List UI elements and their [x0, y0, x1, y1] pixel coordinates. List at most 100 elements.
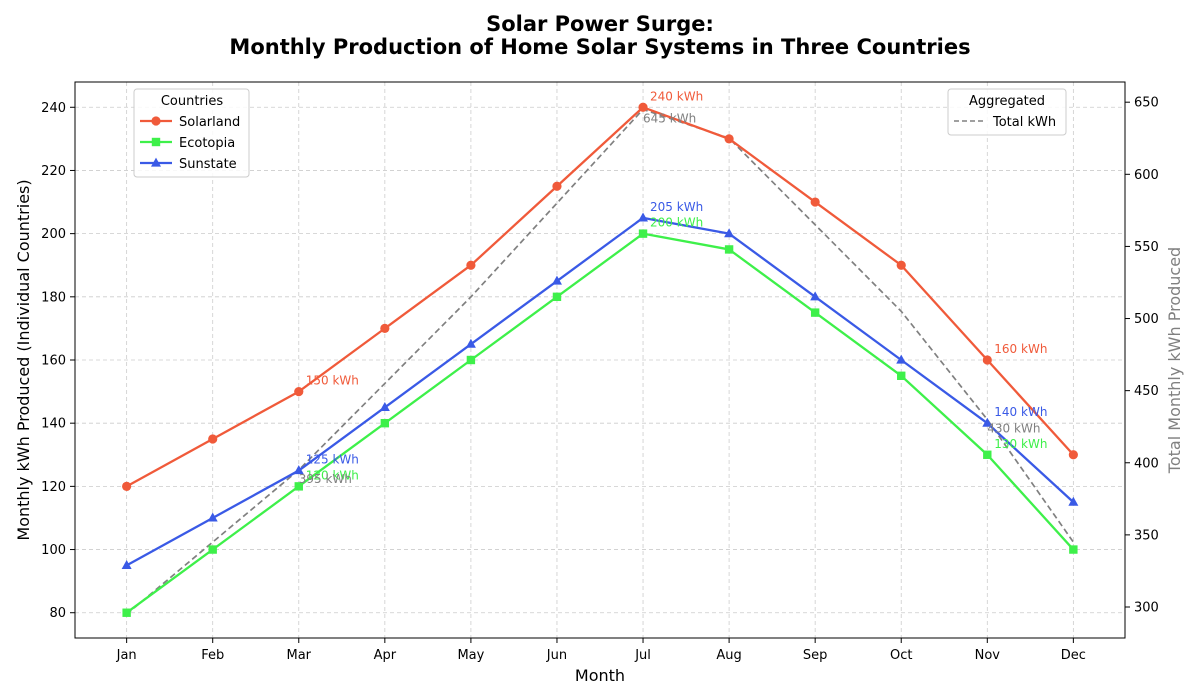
- x-tick-label-apr: Apr: [374, 648, 397, 663]
- data-point-solarland-may: [466, 260, 476, 270]
- data-point-solarland-jun: [552, 181, 562, 191]
- data-point-ecotopia-jun: [552, 292, 562, 302]
- data-point-solarland-feb: [208, 434, 218, 444]
- y-tick-label-140: 140: [41, 417, 66, 432]
- data-point-sunstate-nov: [982, 417, 993, 427]
- data-point-sunstate-may: [465, 338, 476, 348]
- annotation-total-kwh-mar: 395 kWh: [299, 472, 352, 486]
- data-point-solarland-mar: [294, 386, 304, 397]
- y-tick-label-100: 100: [41, 543, 66, 558]
- series-solarland: [122, 102, 1078, 491]
- x-tick-label-jun: Jun: [546, 648, 567, 663]
- data-point-sunstate-dec: [1068, 496, 1079, 506]
- y-axis-label: Monthly kWh Produced (Individual Countri…: [14, 179, 33, 540]
- legend-countries-title: Countries: [161, 94, 224, 109]
- data-point-ecotopia-may: [466, 355, 476, 365]
- data-point-sunstate-apr: [379, 401, 390, 411]
- annotation-solarland-nov: 160 kWh: [994, 342, 1047, 356]
- legend-marker-solarland: [151, 116, 161, 126]
- data-point-sunstate-sep: [810, 291, 821, 301]
- x-tick-label-may: May: [457, 648, 484, 663]
- y2-tick-label-600: 600: [1134, 168, 1159, 183]
- y-tick-label-180: 180: [41, 290, 66, 305]
- chart-title-line2: Monthly Production of Home Solar Systems…: [229, 35, 970, 59]
- y2-axis-ticks: 300 350 400 450 500 550 600 650: [1125, 96, 1159, 615]
- legend-aggregated-title: Aggregated: [969, 94, 1045, 109]
- y-tick-label-80: 80: [49, 606, 66, 621]
- data-point-solarland-apr: [380, 323, 390, 334]
- data-point-ecotopia-apr: [380, 418, 390, 428]
- annotation-ecotopia-jul: 200 kWh: [650, 216, 703, 230]
- y2-axis-label: Total Monthly kWh Produced: [1165, 247, 1184, 474]
- legend-marker-sunstate: [151, 157, 161, 167]
- x-tick-label-nov: Nov: [975, 648, 1001, 663]
- data-point-ecotopia-jan: [122, 608, 131, 617]
- series-line-solarland: [126, 106, 1075, 488]
- legend-label-sunstate: Sunstate: [179, 157, 237, 172]
- x-axis-ticks: Jan Feb Mar Apr May Jun Jul Aug Sep Oct Nov Dec: [116, 638, 1086, 663]
- annotation-solarland-mar: 150 kWh: [306, 374, 359, 388]
- y-axis-ticks: 80 100 120 140 160 180 200 220 240: [41, 101, 75, 621]
- y2-tick-label-550: 550: [1134, 240, 1159, 255]
- data-point-sunstate-mar: [293, 465, 304, 475]
- data-point-solarland-jan: [122, 481, 132, 491]
- data-point-solarland-aug: [724, 134, 734, 144]
- x-tick-label-aug: Aug: [716, 648, 741, 663]
- data-point-solarland-nov: [982, 355, 992, 365]
- x-axis-label: Month: [575, 666, 625, 685]
- x-tick-label-dec: Dec: [1061, 648, 1086, 663]
- series-ecotopia: [122, 229, 1078, 617]
- data-point-solarland-oct: [896, 260, 906, 270]
- x-tick-label-mar: Mar: [287, 648, 312, 663]
- data-point-sunstate-feb: [207, 512, 218, 522]
- series-sunstate: [121, 212, 1079, 569]
- chart-title-line1: Solar Power Surge:: [486, 12, 714, 36]
- y2-tick-label-300: 300: [1134, 600, 1159, 615]
- annotation-total-kwh-nov: 430 kWh: [987, 421, 1040, 435]
- annotation-ecotopia-mar: 120 kWh: [306, 468, 359, 482]
- series-line-total-kwh: [126, 108, 1075, 615]
- y-tick-label-160: 160: [41, 354, 66, 369]
- y2-tick-label-400: 400: [1134, 456, 1159, 471]
- data-point-sunstate-jun: [551, 275, 562, 285]
- data-point-solarland-dec: [1068, 450, 1078, 460]
- y2-tick-label-350: 350: [1134, 528, 1159, 543]
- grid-lines: [75, 82, 1125, 638]
- total-series-layer: [126, 108, 1075, 615]
- x-tick-label-jul: Jul: [634, 648, 651, 663]
- annotation-sunstate-nov: 140 kWh: [994, 405, 1047, 419]
- legend-label-ecotopia: Ecotopia: [179, 136, 235, 151]
- legend-countries-entries: Solarland Ecotopia Sunstate: [140, 115, 240, 172]
- y-tick-label-200: 200: [41, 227, 66, 242]
- data-point-sunstate-oct: [896, 354, 907, 364]
- y2-tick-label-650: 650: [1134, 96, 1159, 111]
- data-point-solarland-sep: [810, 197, 820, 207]
- annotation-ecotopia-nov: 130 kWh: [994, 437, 1047, 451]
- data-point-ecotopia-feb: [208, 545, 217, 554]
- annotation-sunstate-mar: 125 kWh: [306, 453, 359, 467]
- data-point-ecotopia-nov: [983, 450, 992, 459]
- y-tick-label-220: 220: [41, 164, 66, 179]
- series-line-sunstate: [126, 216, 1075, 567]
- annotation-solarland-jul: 240 kWh: [650, 89, 703, 103]
- legend-label-solarland: Solarland: [179, 115, 240, 130]
- series-layer: [121, 102, 1079, 617]
- x-tick-label-oct: Oct: [890, 648, 912, 663]
- y2-tick-label-450: 450: [1134, 384, 1159, 399]
- data-point-sunstate-jan: [121, 559, 132, 569]
- data-point-ecotopia-aug: [724, 245, 734, 254]
- y-tick-label-120: 120: [41, 480, 66, 495]
- legend-total-label: Total kWh: [992, 115, 1056, 130]
- annotation-total-kwh-jul: 645 kWh: [643, 111, 696, 125]
- data-point-solarland-jul: [638, 102, 648, 112]
- series-line-ecotopia: [125, 232, 1075, 614]
- annotation-layer: 150 kWh 240 kWh 160 kWh 120 kWh 200 kWh 130 k…: [299, 89, 1048, 486]
- legend-aggregated: Aggregated Total kWh: [947, 88, 1067, 136]
- legend-countries: Countries Solarland Ecotopia Sunstate: [133, 88, 250, 178]
- legend-marker-ecotopia: [151, 137, 161, 147]
- data-point-ecotopia-mar: [294, 482, 303, 491]
- x-tick-label-feb: Feb: [201, 648, 224, 663]
- data-point-ecotopia-dec: [1069, 545, 1078, 554]
- x-tick-label-sep: Sep: [803, 648, 828, 663]
- legend-aggregated-box: [947, 88, 1067, 136]
